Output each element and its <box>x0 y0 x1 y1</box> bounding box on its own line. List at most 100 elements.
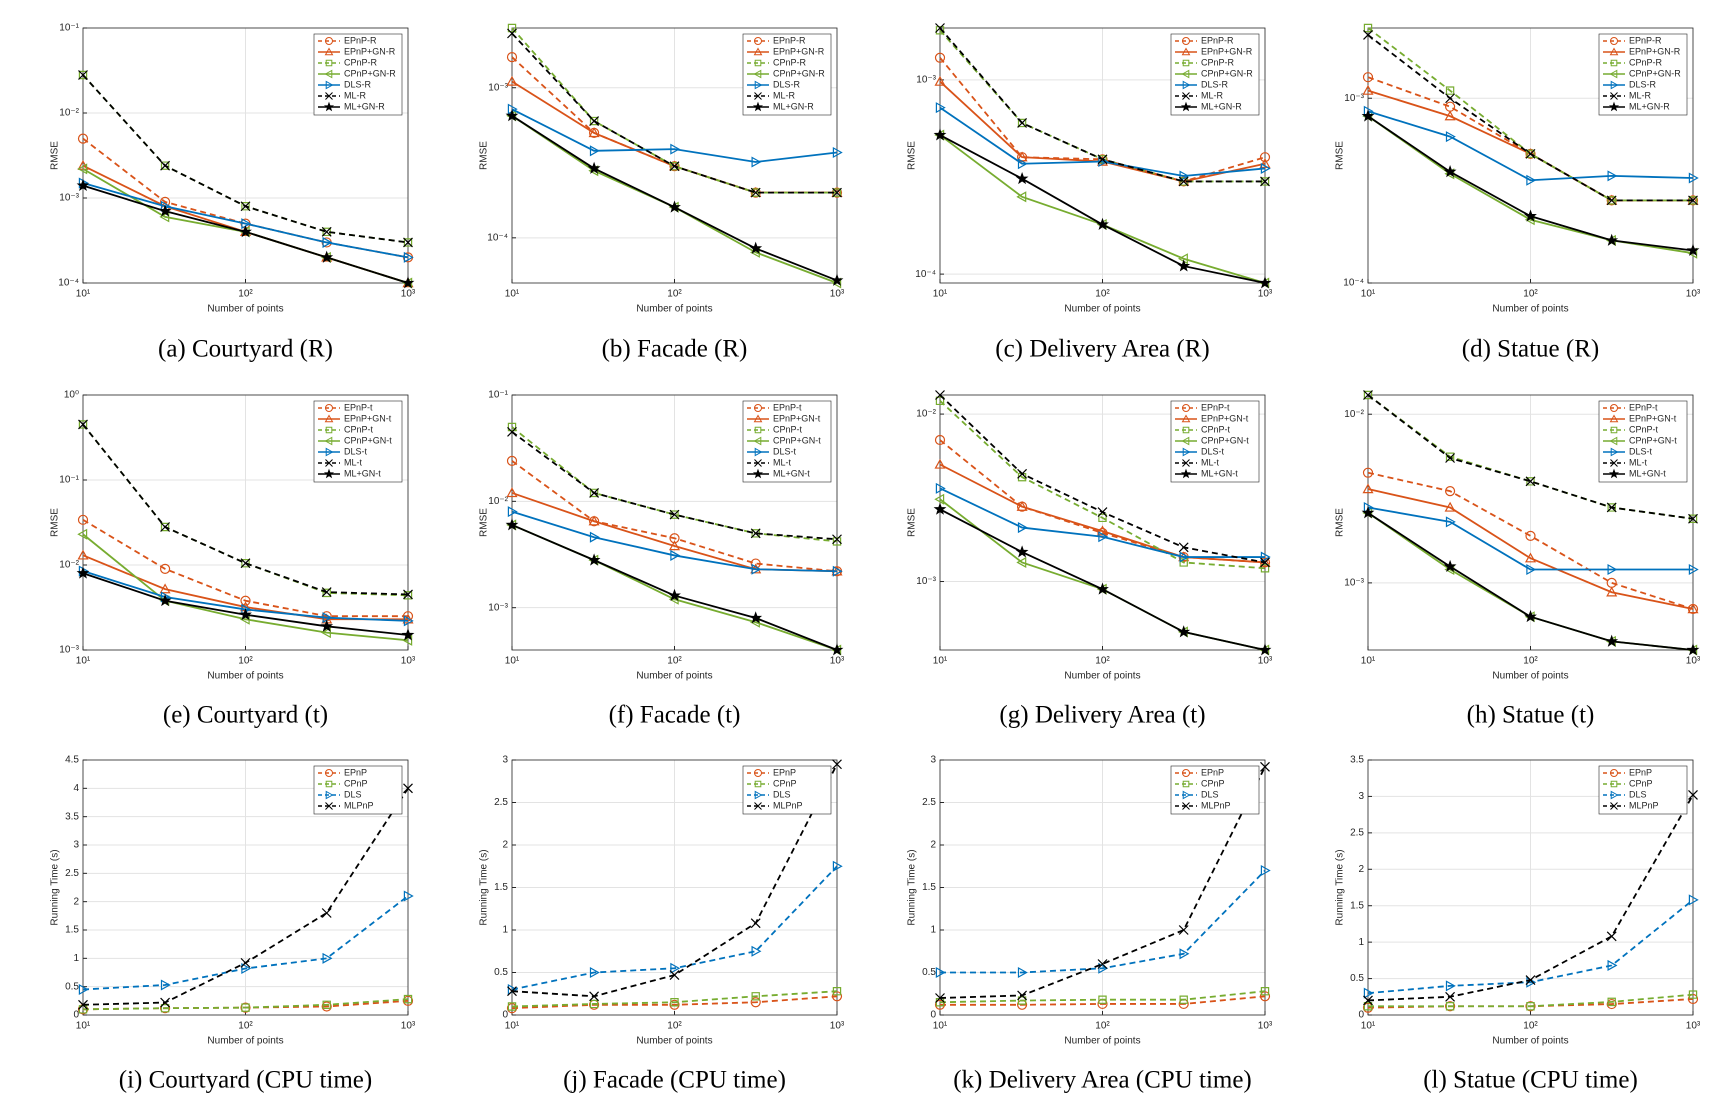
y-tick-label: 10⁻² <box>59 108 79 119</box>
data-point <box>668 540 681 551</box>
data-point <box>587 161 601 174</box>
data-point <box>160 160 171 171</box>
data-point <box>749 611 763 624</box>
data-point <box>1688 990 1698 999</box>
x-tick-label: 10³ <box>1686 1021 1701 1032</box>
legend-marker <box>1182 769 1191 777</box>
data-point <box>1688 790 1698 800</box>
data-point <box>322 236 333 248</box>
data-point <box>935 390 945 400</box>
chart-caption: (k) Delivery Area (CPU time) <box>953 1067 1252 1094</box>
y-tick-label: 10⁻² <box>1344 409 1364 420</box>
legend-label: EPnP+GN-R <box>1201 46 1253 56</box>
data-point <box>1688 894 1699 906</box>
y-axis-label: RMSE <box>50 141 61 170</box>
legend-marker <box>1609 47 1619 56</box>
legend-marker <box>1182 404 1191 412</box>
y-tick-label: 3.5 <box>65 811 79 822</box>
legend-label: CPnP-R <box>773 57 807 67</box>
data-point <box>935 482 946 494</box>
legend-label: EPnP+GN-R <box>773 46 825 56</box>
x-tick-label: 10³ <box>401 656 416 667</box>
y-tick-label: 10⁻³ <box>1344 578 1364 589</box>
data-point <box>1362 483 1374 494</box>
legend-marker <box>1182 447 1191 457</box>
series-line <box>1368 993 1694 1008</box>
data-point <box>1686 243 1700 256</box>
y-tick-label: 2 <box>1358 864 1364 875</box>
data-point <box>1444 110 1456 121</box>
y-tick-label: 3.5 <box>1350 755 1364 766</box>
legend-label: ML-R <box>1201 90 1223 100</box>
legend-label: EPnP <box>1201 767 1224 777</box>
y-tick-label: 3 <box>502 755 508 766</box>
data-point <box>240 957 251 968</box>
data-point <box>1607 959 1618 971</box>
y-axis-label: Running Time (s) <box>50 849 61 925</box>
chart: 10¹ 10² 10³ 10⁻³ 10⁻² 10⁻¹ Number of points RMS… <box>479 390 845 729</box>
y-tick-label: 1 <box>73 953 79 964</box>
data-point <box>1525 476 1536 487</box>
x-tick-label: 10¹ <box>1361 1021 1376 1032</box>
x-tick-label: 10³ <box>1686 289 1701 300</box>
legend-marker <box>1610 447 1619 457</box>
data-point <box>1363 30 1373 40</box>
legend-marker <box>325 459 333 467</box>
y-tick-label: 10⁰ <box>64 390 79 401</box>
data-point <box>240 201 251 212</box>
x-tick-label: 10¹ <box>1361 289 1376 300</box>
y-tick-label: 10⁻⁴ <box>58 278 79 289</box>
legend-label: CPnP-R <box>1201 57 1235 67</box>
data-point <box>320 250 334 263</box>
data-point <box>749 241 763 254</box>
legend-marker <box>1609 69 1618 79</box>
data-point <box>831 991 843 1002</box>
y-tick-label: 10⁻³ <box>916 576 936 587</box>
data-point <box>832 147 843 159</box>
x-tick-label: 10³ <box>1686 656 1701 667</box>
data-point <box>1017 966 1028 979</box>
data-point <box>505 518 519 531</box>
data-point <box>240 595 251 606</box>
data-point <box>1363 995 1373 1006</box>
data-point <box>1445 453 1456 463</box>
legend-label: CPnP <box>1201 778 1225 788</box>
legend-label: ML+GN-t <box>1629 468 1666 478</box>
data-point <box>1688 172 1699 184</box>
data-point <box>670 962 681 974</box>
legend-label: EPnP-t <box>1201 402 1230 412</box>
x-axis-label: Number of points <box>636 1036 712 1047</box>
legend-label: MLPnP <box>773 800 803 810</box>
y-tick-label: 1 <box>930 925 936 936</box>
legend-label: CPnP+GN-R <box>344 68 396 78</box>
y-tick-label: 10⁻³ <box>916 75 936 86</box>
chart-caption: (l) Statue (CPU time) <box>1423 1067 1638 1094</box>
data-point <box>403 994 413 1004</box>
data-point <box>751 156 762 168</box>
data-point <box>78 70 88 80</box>
data-point <box>589 999 599 1009</box>
y-tick-label: 3 <box>73 840 79 851</box>
x-axis-label: Number of points <box>1492 1036 1568 1047</box>
y-tick-label: 0.5 <box>1350 973 1364 984</box>
data-point <box>751 992 760 1001</box>
series-line <box>939 106 1266 177</box>
legend-marker <box>752 101 764 112</box>
y-tick-label: 0.5 <box>494 967 508 978</box>
chart: 10¹ 10² 10³ 0 0.5 1 1.5 2 2.5 3 3.5 4 4.5 Number of p… <box>50 755 416 1094</box>
legend-label: DLS-t <box>773 446 797 456</box>
chart: 10¹ 10² 10³ 10⁻³ 10⁻² 10⁻¹ 10⁰ Number of points… <box>50 390 416 729</box>
data-point <box>1526 1002 1535 1011</box>
legend-label: ML+GN-t <box>1201 468 1238 478</box>
legend-label: EPnP-t <box>773 402 802 412</box>
data-point <box>750 187 761 198</box>
data-point <box>1260 162 1271 174</box>
data-point <box>934 75 946 86</box>
data-point <box>322 952 333 964</box>
data-point <box>933 502 947 515</box>
y-tick-label: 1.5 <box>922 882 936 893</box>
data-point <box>668 588 681 602</box>
legend-marker <box>1608 101 1620 112</box>
